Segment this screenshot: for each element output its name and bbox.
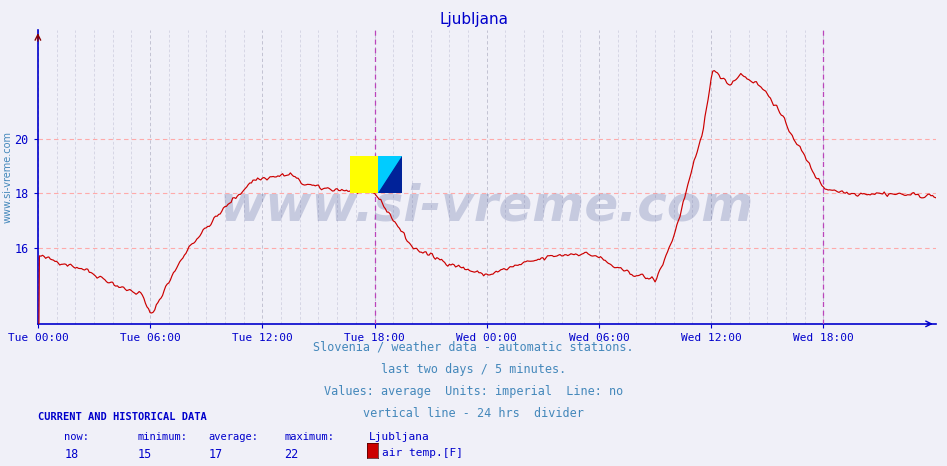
Text: Values: average  Units: imperial  Line: no: Values: average Units: imperial Line: no (324, 385, 623, 398)
Text: air temp.[F]: air temp.[F] (382, 448, 463, 458)
Text: www.si-vreme.com: www.si-vreme.com (220, 182, 754, 231)
Text: last two days / 5 minutes.: last two days / 5 minutes. (381, 363, 566, 376)
Text: www.si-vreme.com: www.si-vreme.com (3, 131, 12, 223)
Text: minimum:: minimum: (137, 432, 188, 442)
Polygon shape (378, 156, 402, 193)
Text: Slovenia / weather data - automatic stations.: Slovenia / weather data - automatic stat… (313, 340, 634, 353)
Text: Ljubljana: Ljubljana (369, 432, 430, 442)
Text: 15: 15 (137, 448, 152, 461)
Text: Ljubljana: Ljubljana (439, 12, 508, 27)
Text: maximum:: maximum: (284, 432, 334, 442)
Text: 17: 17 (208, 448, 223, 461)
Text: now:: now: (64, 432, 89, 442)
Text: vertical line - 24 hrs  divider: vertical line - 24 hrs divider (363, 407, 584, 420)
Text: CURRENT AND HISTORICAL DATA: CURRENT AND HISTORICAL DATA (38, 412, 206, 422)
Text: 18: 18 (64, 448, 79, 461)
Text: 22: 22 (284, 448, 298, 461)
Text: average:: average: (208, 432, 259, 442)
